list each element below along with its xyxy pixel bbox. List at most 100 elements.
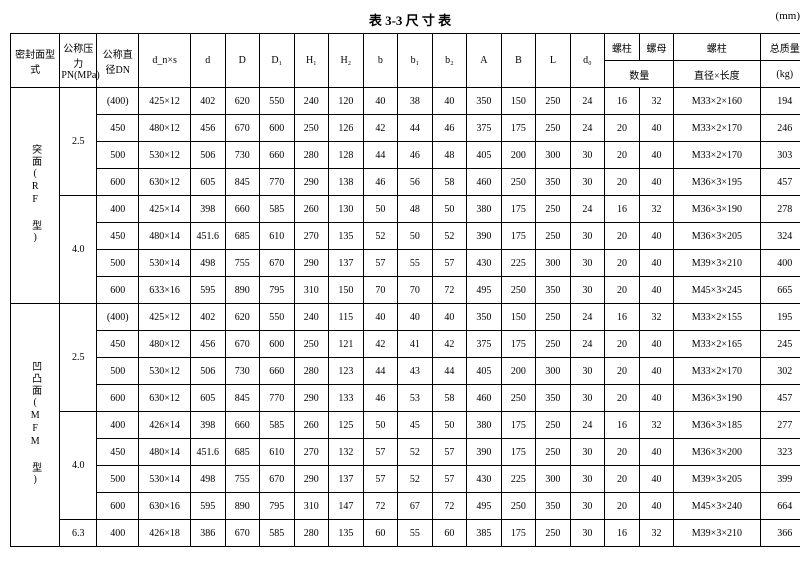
data-cell: 400	[97, 412, 139, 439]
data-cell: 44	[363, 142, 398, 169]
data-cell: 16	[605, 196, 640, 223]
data-cell: 44	[432, 358, 467, 385]
data-cell: 40	[639, 250, 674, 277]
data-cell: 123	[329, 358, 364, 385]
data-cell: 585	[260, 520, 295, 547]
data-cell: 425×14	[139, 196, 191, 223]
data-cell: 32	[639, 304, 674, 331]
data-cell: 55	[398, 520, 433, 547]
data-cell: 530×12	[139, 358, 191, 385]
data-cell: M36×3×190	[674, 385, 760, 412]
data-cell: 303	[760, 142, 800, 169]
data-cell: 250	[536, 520, 571, 547]
data-cell: 46	[363, 169, 398, 196]
data-cell: 610	[260, 439, 295, 466]
data-cell: 890	[225, 277, 260, 304]
data-cell: 290	[294, 385, 329, 412]
data-cell: 425×12	[139, 88, 191, 115]
data-cell: 300	[536, 250, 571, 277]
table-row: 600630×126058457702901384656584602503503…	[11, 169, 800, 196]
data-cell: 175	[501, 331, 536, 358]
data-cell: 40	[639, 385, 674, 412]
data-cell: 402	[191, 304, 226, 331]
data-cell: 450	[97, 439, 139, 466]
data-cell: 500	[97, 142, 139, 169]
data-cell: 845	[225, 385, 260, 412]
data-cell: 175	[501, 115, 536, 142]
data-cell: 24	[570, 304, 605, 331]
data-cell: 58	[432, 169, 467, 196]
data-cell: 48	[432, 142, 467, 169]
data-cell: 685	[225, 223, 260, 250]
data-cell: 250	[536, 115, 571, 142]
data-cell: 50	[363, 196, 398, 223]
data-cell: 290	[294, 169, 329, 196]
h-seal: 密封面型式	[11, 34, 60, 88]
data-cell: 175	[501, 196, 536, 223]
pn-cell: 4.0	[60, 412, 97, 520]
data-cell: 125	[329, 412, 364, 439]
data-cell: 30	[570, 358, 605, 385]
data-cell: 426×14	[139, 412, 191, 439]
data-cell: 385	[467, 520, 502, 547]
data-cell: 770	[260, 385, 295, 412]
data-cell: 451.6	[191, 439, 226, 466]
h-d: d	[191, 34, 226, 88]
data-cell: 290	[294, 250, 329, 277]
data-cell: 457	[760, 169, 800, 196]
table-row: 450480×14451.668561027013552505239017525…	[11, 223, 800, 250]
data-cell: 595	[191, 277, 226, 304]
data-cell: M39×3×210	[674, 520, 760, 547]
data-cell: 43	[398, 358, 433, 385]
pn-cell: 2.5	[60, 304, 97, 412]
table-header: 密封面型式 公称压力PN(MPa) 公称直径DN d_n×s d D D₁ H₁…	[11, 34, 800, 88]
h-pn: 公称压力PN(MPa)	[60, 34, 97, 88]
data-cell: 250	[536, 196, 571, 223]
data-cell: 480×12	[139, 115, 191, 142]
data-cell: 30	[570, 520, 605, 547]
data-cell: 150	[501, 88, 536, 115]
data-cell: 126	[329, 115, 364, 142]
data-cell: 795	[260, 277, 295, 304]
data-cell: 200	[501, 142, 536, 169]
data-cell: 660	[260, 142, 295, 169]
data-cell: 250	[501, 277, 536, 304]
data-cell: 670	[260, 250, 295, 277]
data-cell: 55	[398, 250, 433, 277]
data-cell: M33×2×160	[674, 88, 760, 115]
data-cell: 57	[432, 466, 467, 493]
data-cell: 585	[260, 412, 295, 439]
data-cell: 240	[294, 88, 329, 115]
data-cell: 280	[294, 520, 329, 547]
data-cell: 246	[760, 115, 800, 142]
data-cell: 595	[191, 493, 226, 520]
data-cell: 450	[97, 223, 139, 250]
data-cell: 250	[294, 115, 329, 142]
data-cell: 277	[760, 412, 800, 439]
data-cell: 44	[398, 115, 433, 142]
data-cell: 350	[536, 385, 571, 412]
data-cell: 175	[501, 412, 536, 439]
data-cell: 42	[363, 115, 398, 142]
data-cell: 24	[570, 115, 605, 142]
data-cell: 770	[260, 169, 295, 196]
table-row: 500530×144987556702901375755574302253003…	[11, 250, 800, 277]
data-cell: 366	[760, 520, 800, 547]
data-cell: 670	[260, 466, 295, 493]
data-cell: 450	[97, 331, 139, 358]
table-row: 450480×14451.668561027013257525739017525…	[11, 439, 800, 466]
data-cell: 50	[432, 412, 467, 439]
data-cell: 57	[432, 439, 467, 466]
data-cell: 42	[432, 331, 467, 358]
data-cell: 610	[260, 223, 295, 250]
data-cell: 630×12	[139, 385, 191, 412]
data-cell: 24	[570, 88, 605, 115]
data-cell: 250	[536, 331, 571, 358]
data-cell: 451.6	[191, 223, 226, 250]
data-cell: 270	[294, 439, 329, 466]
table-row: 600630×165958907953101477267724952503503…	[11, 493, 800, 520]
data-cell: 250	[536, 412, 571, 439]
data-cell: 480×14	[139, 223, 191, 250]
data-cell: 57	[363, 439, 398, 466]
h-wt: 总质量	[760, 34, 800, 61]
